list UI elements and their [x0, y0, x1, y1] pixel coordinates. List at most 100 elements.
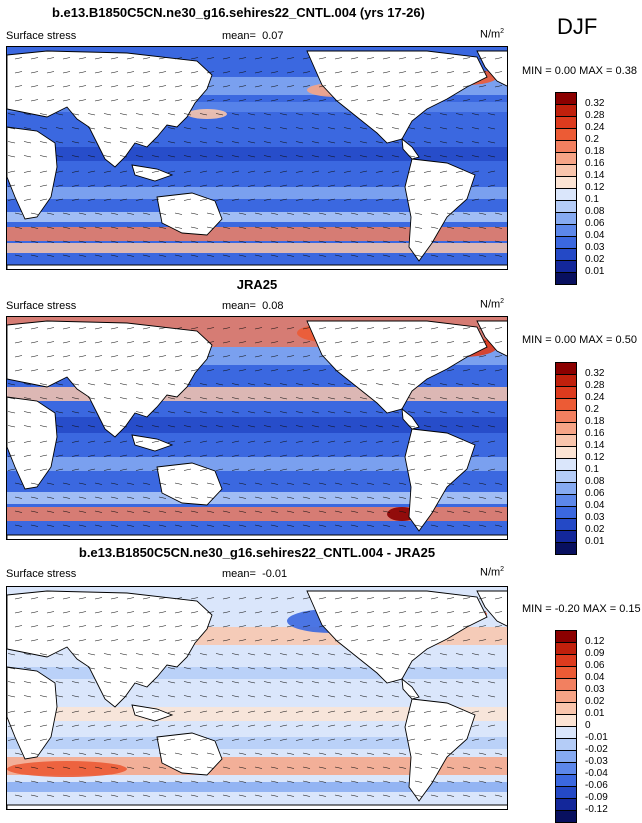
wind-vector: [158, 524, 167, 527]
wind-vector: [87, 710, 96, 713]
wind-vector: [455, 724, 464, 727]
wind-vector: [247, 667, 256, 670]
wind-vector: [455, 667, 464, 670]
wind-vector: [343, 738, 352, 741]
wind-vector: [238, 766, 247, 769]
wind-vector: [135, 113, 144, 116]
wind-vector: [183, 397, 192, 400]
wind-vector: [439, 184, 448, 187]
wind-vector: [183, 425, 192, 428]
wind-vector: [190, 369, 199, 372]
wind-vector: [231, 695, 240, 698]
wind-vector: [151, 681, 160, 684]
wind-vector: [158, 71, 167, 74]
wind-vector: [423, 127, 432, 130]
wind-vector: [455, 695, 464, 698]
wind-vector: [311, 738, 320, 741]
colorbar-tick-label: 0.16: [585, 158, 605, 169]
wind-vector: [318, 57, 327, 60]
wind-vector: [295, 113, 304, 116]
wind-vector: [174, 482, 183, 485]
wind-vector: [46, 240, 55, 243]
wind-vector: [222, 625, 231, 628]
wind-vector: [151, 425, 160, 428]
wind-vector: [263, 113, 272, 116]
wind-vector: [343, 397, 352, 400]
wind-vector: [343, 710, 352, 713]
wind-vector: [398, 639, 407, 642]
wind-vector: [286, 99, 295, 102]
wind-vector: [183, 667, 192, 670]
wind-vector: [462, 355, 471, 358]
wind-vector: [222, 327, 231, 330]
wind-vector: [135, 155, 144, 158]
wind-vector: [494, 510, 503, 513]
wind-vector: [46, 212, 55, 215]
wind-vector: [279, 653, 288, 656]
wind-vector: [158, 240, 167, 243]
colorbar-tick-label: 0.03: [585, 512, 605, 523]
wind-vector: [78, 327, 87, 330]
wind-vector: [87, 724, 96, 727]
wind-vector: [350, 212, 359, 215]
wind-vector: [254, 510, 263, 513]
wind-vector: [327, 383, 336, 386]
wind-vector: [311, 454, 320, 457]
wind-vector: [23, 681, 32, 684]
wind-vector: [199, 155, 208, 158]
wind-vector: [334, 611, 343, 614]
wind-vector: [199, 170, 208, 173]
wind-vector: [263, 184, 272, 187]
wind-vector: [62, 766, 71, 769]
wind-vector: [350, 639, 359, 642]
wind-vector: [327, 141, 336, 144]
wind-vector: [174, 752, 183, 755]
wind-vector: [190, 99, 199, 102]
wind-vector: [238, 212, 247, 215]
wind-vector: [478, 780, 487, 783]
wind-vector: [398, 597, 407, 600]
wind-vector: [462, 327, 471, 330]
wind-vector: [30, 510, 39, 513]
wind-vector: [375, 440, 384, 443]
wind-vector: [110, 99, 119, 102]
wind-vector: [78, 482, 87, 485]
wind-vector: [398, 766, 407, 769]
wind-vector: [423, 184, 432, 187]
wind-vector: [439, 695, 448, 698]
wind-vector: [215, 695, 224, 698]
wind-vector: [318, 369, 327, 372]
wind-vector: [478, 510, 487, 513]
wind-vector: [286, 240, 295, 243]
wind-vector: [286, 71, 295, 74]
wind-vector: [87, 155, 96, 158]
wind-vector: [94, 752, 103, 755]
wind-vector: [359, 738, 368, 741]
wind-vector: [94, 327, 103, 330]
wind-vector: [343, 724, 352, 727]
wind-vector: [30, 71, 39, 74]
wind-vector: [206, 597, 215, 600]
wind-vector: [407, 184, 416, 187]
wind-vector: [119, 113, 128, 116]
wind-vector: [231, 681, 240, 684]
wind-vector: [183, 710, 192, 713]
wind-vector: [119, 425, 128, 428]
wind-vector: [183, 141, 192, 144]
wind-vector: [254, 71, 263, 74]
wind-vector: [382, 752, 391, 755]
wind-vector: [302, 85, 311, 88]
wind-vector: [215, 113, 224, 116]
wind-vector: [71, 440, 80, 443]
wind-vector: [215, 710, 224, 713]
wind-vector: [23, 653, 32, 656]
wind-vector: [46, 524, 55, 527]
wind-vector: [87, 113, 96, 116]
wind-vector: [382, 794, 391, 797]
wind-vector: [414, 625, 423, 628]
wind-vector: [30, 99, 39, 102]
wind-vector: [455, 411, 464, 414]
wind-vector: [119, 411, 128, 414]
wind-vector: [222, 355, 231, 358]
wind-vector: [350, 99, 359, 102]
